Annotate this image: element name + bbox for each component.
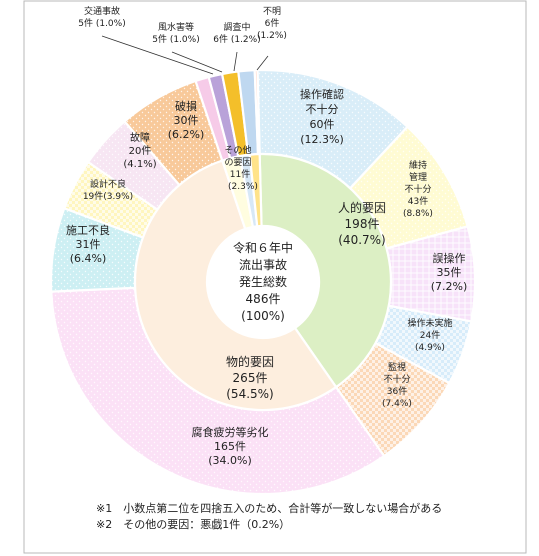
center-label: 令和６年中 流出事故 発生総数 486件 (100%) [207, 226, 319, 338]
outer-label-3-line-2: (4.9%) [415, 343, 445, 353]
inner-label-material-count: 265件 [233, 371, 268, 385]
outer-label-4-line-1: 不十分 [383, 373, 410, 385]
outer-label-1-line-0: 維持 [409, 159, 427, 171]
outer-label-9-line-1: 30件 [174, 114, 199, 127]
footnote-1: ※1 小数点第二位を四捨五入のため、合計等が一致しない場合がある [96, 501, 442, 515]
outer-label-6-line-2: (6.4%) [70, 252, 107, 265]
leader-line-12 [233, 51, 238, 72]
outer-label-3-line-0: 操作未実施 [407, 317, 452, 329]
center-circle [207, 226, 319, 338]
center-line-1: 令和６年中 [233, 240, 293, 255]
inner-label-human-pct: (40.7%) [338, 233, 385, 247]
inner-ring [133, 152, 393, 412]
footnote-2: ※2 その他の要因：悪戯1件（0.2%） [96, 518, 290, 531]
outer-label-8-line-2: (4.1%) [123, 159, 156, 170]
outer-label-6-line-1: 31件 [76, 238, 101, 251]
inner-label-human-name: 人的要因 [338, 200, 386, 215]
outer-label-1-line-1: 管理 [409, 171, 427, 183]
outer-label-7-line-0: 設計不良 [90, 178, 126, 190]
inner-label-other-1: その他 [224, 144, 251, 156]
outer-label-8-line-0: 故障 [130, 131, 150, 144]
center-line-3: 発生総数 [239, 274, 287, 289]
outer-label-13-line-1: 6件 [265, 17, 280, 29]
outer-label-7-line-1: 19件(3.9%) [83, 190, 133, 202]
center-line-2: 流出事故 [239, 257, 287, 272]
footnotes: ※1 小数点第二位を四捨五入のため、合計等が一致しない場合がある ※2 その他の… [96, 501, 442, 531]
outer-label-8-line-1: 20件 [129, 145, 152, 157]
outer-label-2-line-2: (7.2%) [431, 280, 468, 293]
outer-label-3-line-1: 24件 [420, 329, 440, 341]
inner-label-other-3: 11件 [230, 168, 250, 180]
callout-leaders [101, 35, 269, 75]
outer-label-6-line-0: 施工不良 [66, 223, 110, 237]
leader-line-13 [256, 55, 269, 71]
outer-label-10-line-1: 5件 (1.0%) [78, 17, 125, 29]
inner-label-material-pct: (54.5%) [226, 387, 273, 401]
outer-ring [49, 68, 477, 496]
outer-labels: 操作確認不十分60件(12.3%)維持管理不十分43件(8.8%)誤操作35件(… [66, 5, 467, 467]
outer-label-10-line-0: 交通事故 [84, 5, 120, 17]
outer-label-4-line-3: (7.4%) [382, 399, 412, 409]
outer-label-13-line-2: (1.2%) [257, 31, 287, 41]
outer-label-1-line-2: 不十分 [404, 183, 431, 195]
outer-label-5-line-0: 腐食疲労等劣化 [192, 425, 269, 439]
center-line-5: (100%) [241, 309, 285, 323]
inner-label-other-2: の要因 [224, 157, 251, 168]
leader-line-11 [171, 51, 223, 73]
outer-label-0-line-3: (12.3%) [300, 133, 344, 146]
outer-label-12-line-0: 調査中 [223, 21, 250, 33]
leader-line-10 [101, 35, 214, 75]
outer-label-11-line-1: 5件 (1.0%) [152, 33, 199, 45]
outer-label-4-line-0: 監視 [388, 361, 406, 373]
outer-label-2-line-1: 35件 [437, 266, 462, 279]
inner-label-material-name: 物的要因 [226, 354, 274, 369]
outer-label-0-line-2: 60件 [310, 118, 335, 131]
outer-label-12-line-1: 6件 (1.2%) [213, 33, 260, 45]
outer-label-2-line-0: 誤操作 [433, 251, 466, 265]
inner-label-other-4: (2.3%) [228, 182, 258, 192]
outer-label-5-line-2: (34.0%) [208, 454, 252, 467]
outer-label-9-line-0: 破損 [175, 99, 197, 113]
outer-label-5-line-1: 165件 [214, 440, 246, 453]
center-line-4: 486件 [246, 292, 281, 306]
outer-label-11-line-0: 風水害等 [158, 21, 194, 33]
outer-label-13-line-0: 不明 [263, 6, 281, 17]
outer-label-0-line-1: 不十分 [306, 102, 339, 116]
inner-labels: 人的要因 198件 (40.7%) 物的要因 265件 (54.5%) その他 … [224, 144, 386, 401]
inner-label-human-count: 198件 [345, 217, 380, 231]
outer-label-1-line-4: (8.8%) [403, 209, 433, 219]
outer-label-4-line-2: 36件 [387, 385, 407, 397]
outer-label-1-line-3: 43件 [408, 195, 428, 207]
outer-label-0-line-0: 操作確認 [300, 87, 344, 101]
outer-label-9-line-2: (6.2%) [168, 128, 205, 141]
